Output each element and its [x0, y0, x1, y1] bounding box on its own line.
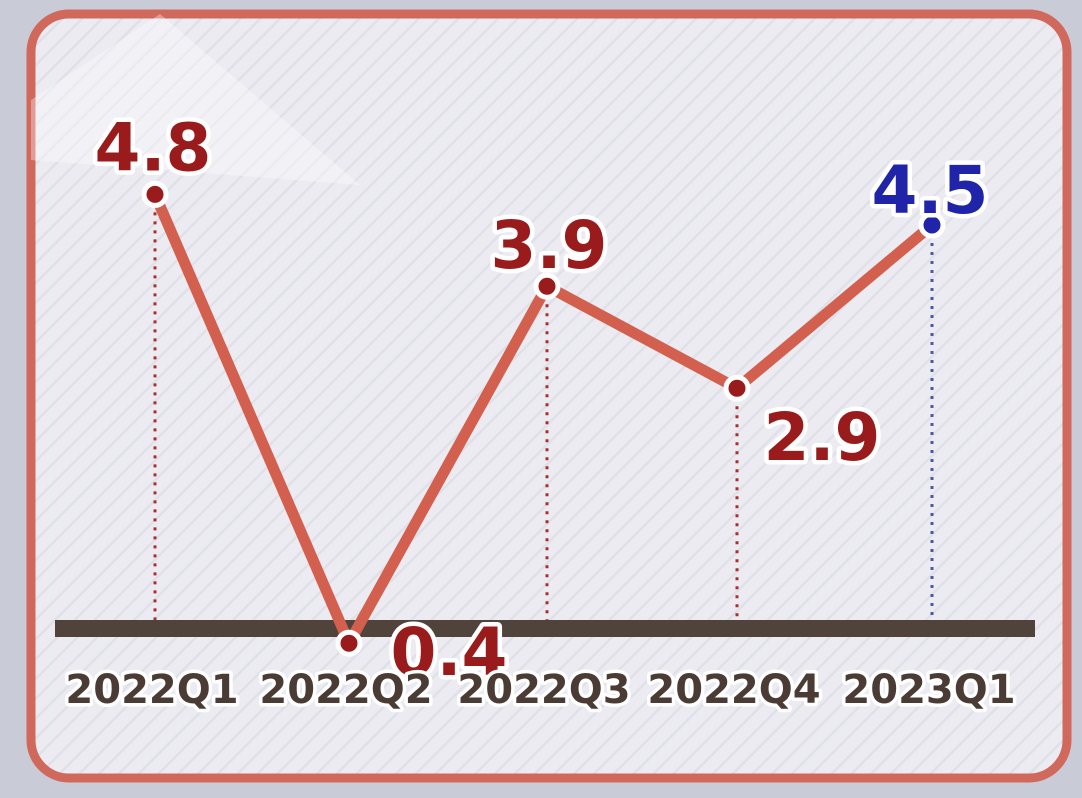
value-label-2022Q4: 2.9: [764, 399, 881, 476]
series-layer: [141, 180, 946, 657]
category-label-2022Q1: 2022Q1: [65, 667, 238, 713]
value-label-2022Q3: 3.9: [491, 207, 608, 284]
labels-layer: 4.8 0.4 3.9 2.9 4.5 2022Q1 2022Q2 2022Q3 2022Q4 2…: [62, 105, 1019, 717]
value-label-2023Q1: 4.5: [872, 152, 989, 229]
category-label-2023Q1: 2023Q1: [842, 667, 1015, 713]
data-point-2022Q2: [335, 629, 363, 657]
category-label-2022Q4: 2022Q4: [647, 667, 820, 713]
value-label-2022Q2: 0.4: [391, 614, 508, 691]
background-decoration: [31, 14, 360, 185]
category-label-2022Q3: 2022Q3: [457, 667, 630, 713]
data-point-2022Q4: [723, 374, 751, 402]
value-label-2022Q1: 4.8: [95, 109, 212, 186]
category-label-2022Q2: 2022Q2: [259, 667, 432, 713]
chart-panel: [26, 9, 1072, 783]
data-point-2022Q3: [533, 272, 561, 300]
data-point-2023Q1: [918, 211, 946, 239]
baseline-axis: [55, 620, 1035, 637]
data-point-2022Q1: [141, 180, 169, 208]
